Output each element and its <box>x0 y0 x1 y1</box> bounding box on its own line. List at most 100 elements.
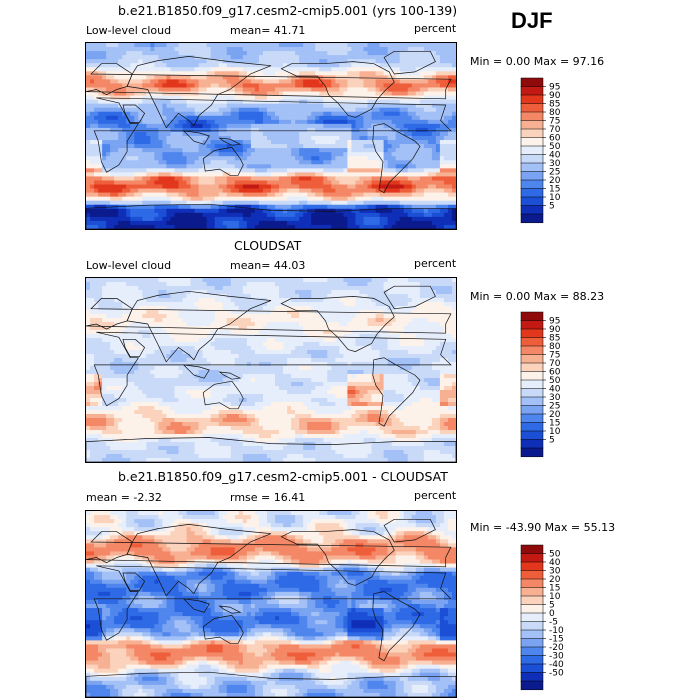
heatmap-cell <box>275 87 280 92</box>
heatmap-cell <box>170 148 175 153</box>
heatmap-cell <box>214 71 220 76</box>
heatmap-cell <box>327 119 332 125</box>
heatmap-cell <box>339 115 344 121</box>
heatmap-cell <box>174 131 179 137</box>
heatmap-cell <box>206 188 212 193</box>
heatmap-cell <box>351 63 356 68</box>
heatmap-cell <box>419 208 425 214</box>
heatmap-cell <box>415 176 421 181</box>
heatmap-cell <box>323 204 328 210</box>
heatmap-cell <box>186 131 191 137</box>
heatmap-cell <box>415 63 421 68</box>
heatmap-cell <box>387 152 392 157</box>
heatmap-cell <box>343 172 348 177</box>
heatmap-cell <box>411 107 417 113</box>
heatmap-cell <box>114 298 119 303</box>
heatmap-cell <box>399 91 405 96</box>
heatmap-cell <box>238 192 244 197</box>
heatmap-cell <box>182 95 187 100</box>
heatmap-cell <box>363 168 368 173</box>
heatmap-cell <box>295 119 300 125</box>
heatmap-cell <box>186 192 191 197</box>
heatmap-cell <box>391 144 397 149</box>
heatmap-cell <box>451 99 456 104</box>
heatmap-cell <box>166 192 171 197</box>
heatmap-cell <box>194 75 199 80</box>
heatmap-cell <box>343 224 348 229</box>
heatmap-cell <box>427 172 433 177</box>
heatmap-cell <box>403 220 409 226</box>
heatmap-cell <box>451 192 456 197</box>
heatmap-cell <box>254 127 260 133</box>
heatmap-cell <box>383 103 388 109</box>
heatmap-cell <box>347 119 352 125</box>
heatmap-cell <box>375 204 380 210</box>
heatmap-cell <box>142 188 147 193</box>
heatmap-cell <box>443 172 449 177</box>
heatmap-cell <box>130 67 135 72</box>
heatmap-cell <box>383 302 388 307</box>
heatmap-cell <box>114 83 119 88</box>
heatmap-cell <box>254 115 260 121</box>
heatmap-cell <box>335 176 340 181</box>
heatmap-cell <box>190 131 195 137</box>
heatmap-cell <box>427 119 433 125</box>
heatmap-cell <box>162 63 167 68</box>
heatmap-cell <box>447 67 453 72</box>
heatmap-cell <box>218 298 224 303</box>
heatmap-cell <box>250 131 256 137</box>
heatmap-cell <box>86 91 91 96</box>
heatmap-cell <box>170 43 175 48</box>
heatmap-cell <box>134 107 139 113</box>
heatmap-cell <box>383 111 388 117</box>
heatmap-cell <box>347 212 352 218</box>
heatmap-cell <box>363 111 368 117</box>
heatmap-cell <box>90 278 95 283</box>
heatmap-cell <box>279 208 284 214</box>
heatmap-cell <box>271 192 276 197</box>
heatmap-cell <box>271 176 276 181</box>
heatmap-cell <box>431 87 437 92</box>
heatmap-cell <box>210 298 216 303</box>
heatmap-cell <box>98 164 103 169</box>
heatmap-cell <box>351 123 356 129</box>
heatmap-cell <box>287 204 292 210</box>
heatmap-cell <box>254 131 260 137</box>
heatmap-cell <box>246 152 252 157</box>
heatmap-cell <box>343 204 348 210</box>
heatmap-cell <box>391 184 397 189</box>
heatmap-cell <box>174 136 179 141</box>
heatmap-cell <box>206 51 212 56</box>
heatmap-cell <box>295 168 300 173</box>
heatmap-cell <box>283 51 288 56</box>
heatmap-cell <box>126 67 131 72</box>
heatmap-cell <box>214 75 220 80</box>
heatmap-cells <box>86 278 456 462</box>
heatmap-cell <box>166 278 171 283</box>
heatmap-cell <box>359 43 364 48</box>
heatmap-cell <box>166 47 171 52</box>
heatmap-cell <box>447 119 453 125</box>
heatmap-cell <box>258 180 264 185</box>
heatmap-cell <box>307 278 312 283</box>
heatmap-cell <box>419 302 425 307</box>
heatmap-cell <box>283 59 288 64</box>
heatmap-cell <box>130 282 135 287</box>
heatmap-cell <box>110 47 115 52</box>
heatmap-cell <box>266 192 272 197</box>
heatmap-cell <box>86 67 91 72</box>
heatmap-cell <box>230 208 236 214</box>
heatmap-cell <box>238 164 244 169</box>
heatmap-cell <box>443 192 449 197</box>
heatmap-cell <box>258 83 264 88</box>
heatmap-cell <box>90 87 95 92</box>
heatmap-cell <box>250 208 256 214</box>
heatmap-cell <box>395 176 401 181</box>
heatmap-cell <box>266 91 272 96</box>
heatmap-cell <box>182 184 187 189</box>
heatmap-cell <box>138 79 143 84</box>
heatmap-cell <box>339 196 344 202</box>
heatmap-cell <box>411 212 417 218</box>
heatmap-cell <box>126 111 131 117</box>
heatmap-cell <box>118 91 123 96</box>
